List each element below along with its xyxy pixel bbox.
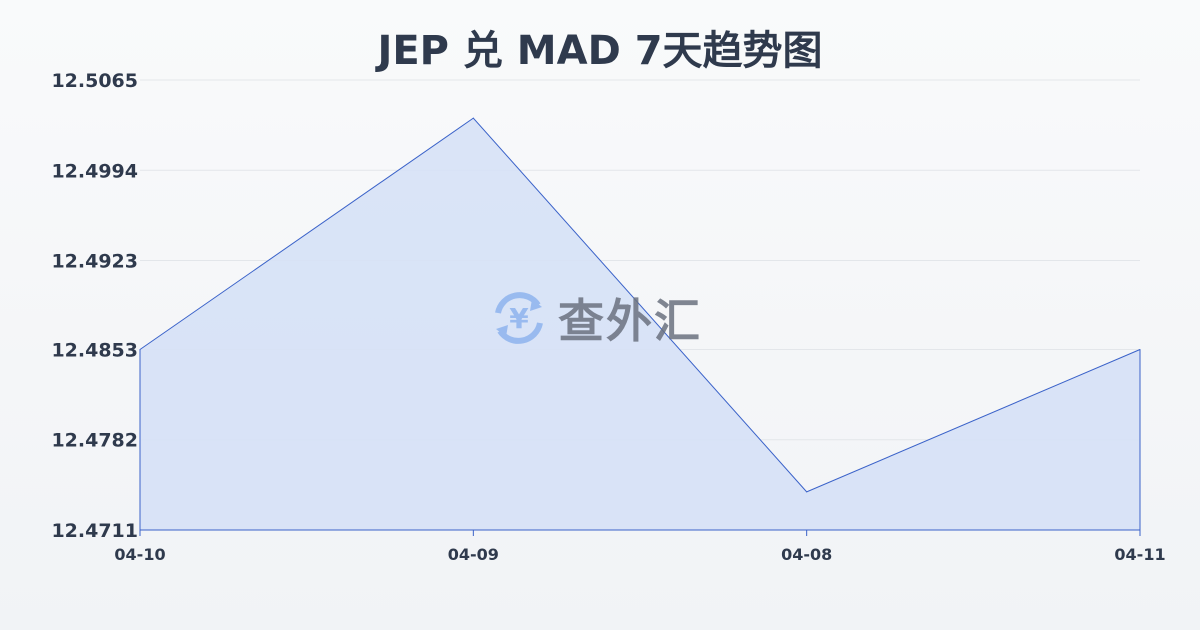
y-tick-label: 12.4782 [51, 430, 138, 452]
y-tick-label: 12.4923 [51, 251, 138, 273]
yen-exchange-icon: ¥ [495, 292, 543, 344]
y-tick-label: 12.4853 [51, 339, 138, 361]
y-tick-label: 12.4994 [51, 160, 138, 182]
watermark: ¥ 查外汇 [488, 285, 702, 351]
data-point [806, 491, 808, 493]
area-fill [140, 118, 1140, 530]
svg-text:¥: ¥ [509, 302, 529, 335]
data-point [472, 117, 474, 119]
x-tick-label: 04-10 [114, 545, 165, 564]
y-tick-label: 12.4711 [51, 520, 138, 542]
data-point [139, 348, 141, 350]
x-tick-label: 04-08 [781, 545, 832, 564]
data-point [1139, 348, 1141, 350]
x-tick-label: 04-09 [448, 545, 499, 564]
watermark-text: 查外汇 [558, 294, 702, 348]
chart-title: JEP 兑 MAD 7天趋势图 [377, 28, 823, 74]
series-line [139, 117, 1141, 493]
y-tick-label: 12.5065 [51, 70, 138, 92]
x-tick-label: 04-11 [1114, 545, 1165, 564]
